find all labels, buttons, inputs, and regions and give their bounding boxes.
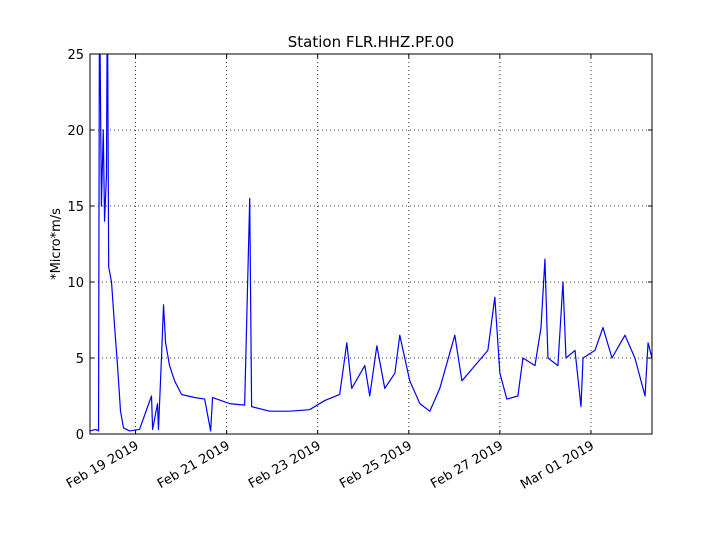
y-tick-label: 20 <box>67 124 84 139</box>
y-tick-label: 5 <box>76 352 84 367</box>
y-tick-label: 15 <box>67 200 84 215</box>
data-line <box>90 54 652 432</box>
plot-frame <box>89 53 653 435</box>
y-tick-label: 0 <box>76 428 84 443</box>
chart-title: Station FLR.HHZ.PF.00 <box>288 33 454 51</box>
y-axis-label: *Micro*m/s <box>49 208 64 280</box>
y-tick-label: 10 <box>67 276 84 291</box>
y-tick-label: 25 <box>67 48 84 63</box>
